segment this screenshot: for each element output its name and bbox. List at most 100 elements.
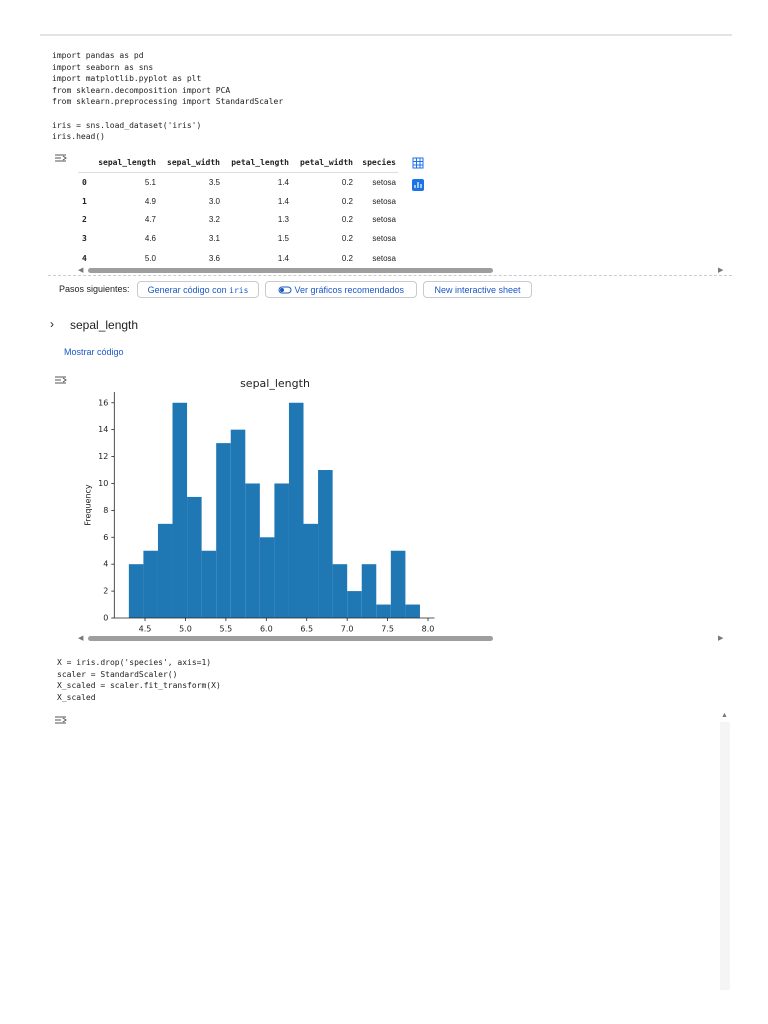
code-line: X_scaled [57, 692, 96, 702]
histogram-chart: sepal_length Frequency 0 2 4 6 8 10 12 14 16 4.5 5.0… [84, 377, 435, 634]
bar [128, 564, 144, 618]
table-cell: 3.5 [208, 178, 220, 187]
x-tick-label: 5.5 [220, 625, 233, 634]
scroll-arrow[interactable]: ◀ [78, 267, 84, 274]
code-cell[interactable]: import pandas as pd import seaborn as sns… [52, 50, 283, 143]
table-cell: 3.1 [208, 234, 220, 243]
y-tick-label: 12 [98, 452, 108, 461]
table-cell: 0.2 [341, 178, 353, 187]
table-cell: 1.4 [277, 178, 289, 187]
table-icon[interactable] [412, 157, 424, 169]
bar [361, 564, 377, 618]
table-cell: 1.5 [277, 234, 289, 243]
output-icon[interactable] [54, 153, 68, 163]
code-line: import pandas as pd [52, 51, 144, 60]
x-tick-label: 7.0 [341, 625, 354, 634]
row-index: 3 [82, 234, 87, 243]
scroll-arrow[interactable]: ▶ [718, 635, 724, 642]
code-cell[interactable]: X = iris.drop('species', axis=1) scaler =… [57, 657, 221, 703]
section-toggle[interactable]: › [50, 317, 54, 331]
row-index: 1 [82, 197, 87, 206]
chart-icon[interactable] [412, 179, 424, 191]
bar [376, 604, 391, 618]
header-rule [78, 172, 398, 173]
bar [288, 402, 304, 618]
bar [332, 564, 348, 618]
scrollbar[interactable] [88, 268, 493, 273]
column-header: sepal_width [167, 158, 220, 167]
code-line: import seaborn as sns [52, 62, 154, 72]
table-cell: 5.0 [144, 254, 156, 263]
row-index: 4 [82, 254, 87, 263]
x-tick-label: 8.0 [422, 625, 435, 634]
x-tick-label: 4.5 [139, 625, 152, 634]
button[interactable]: New interactive sheet [423, 281, 532, 298]
table-cell: 1.3 [277, 215, 289, 224]
table-cell: 0.2 [341, 254, 353, 263]
bar [245, 483, 260, 618]
bar [157, 523, 173, 618]
table-cell: 3.0 [208, 197, 220, 206]
vertical-scrollbar[interactable] [720, 722, 730, 990]
toggle-icon [278, 286, 292, 294]
table-cell: setosa [372, 254, 396, 263]
bar [405, 604, 420, 618]
table-cell: 4.7 [144, 215, 156, 224]
section-title: sepal_length [70, 318, 139, 332]
y-tick-label: 10 [98, 479, 108, 488]
divider [48, 275, 732, 276]
y-tick-label: 16 [98, 398, 108, 407]
table-cell: 1.4 [277, 254, 289, 263]
column-header: species [362, 158, 396, 167]
cell-border [40, 34, 732, 36]
y-tick-label: 2 [103, 587, 108, 596]
button-code: iris [229, 286, 249, 295]
chart-title: sepal_length [240, 377, 310, 390]
output-icon[interactable] [54, 715, 68, 725]
bar [230, 429, 246, 618]
row-index: 0 [82, 178, 87, 187]
scroll-arrow[interactable]: ▶ [718, 267, 724, 274]
show-code-link[interactable]: Mostrar código [64, 347, 124, 357]
table-cell: 5.1 [144, 178, 156, 187]
button-text: Generar código con [147, 285, 227, 295]
next-steps-label: Pasos siguientes: [59, 284, 130, 294]
bar [303, 523, 319, 618]
y-tick-label: 8 [103, 506, 108, 515]
code-line: from sklearn.decomposition import PCA [52, 85, 231, 95]
table-cell: 3.2 [208, 215, 220, 224]
table-cell: 0.2 [341, 215, 353, 224]
table-cell: 4.9 [144, 197, 156, 206]
scroll-arrow[interactable]: ◀ [78, 635, 84, 642]
y-tick-label: 0 [103, 614, 108, 623]
scroll-arrow[interactable]: ▲ [721, 712, 728, 719]
table-cell: setosa [372, 234, 396, 243]
column-header: petal_length [231, 158, 289, 167]
bar [143, 550, 158, 618]
code-line: iris = sns.load_dataset('iris') [52, 120, 202, 130]
x-tick-label: 5.0 [179, 625, 192, 634]
table-cell: 3.6 [208, 254, 220, 263]
output-icon[interactable] [54, 375, 68, 385]
bar [187, 496, 202, 618]
y-tick-label: 14 [98, 425, 108, 434]
bar [172, 402, 188, 618]
table-cell: 4.6 [144, 234, 156, 243]
x-tick-label: 6.0 [260, 625, 273, 634]
table-cell: 0.2 [341, 197, 353, 206]
y-tick-label: 4 [103, 560, 108, 569]
button-text: Ver gráficos recomendados [294, 285, 405, 295]
table-cell: 1.4 [277, 197, 289, 206]
scrollbar[interactable] [88, 636, 493, 641]
button[interactable]: Generar código con iris [137, 281, 259, 298]
bar [216, 443, 231, 618]
bar [347, 591, 362, 618]
column-header: sepal_length [98, 158, 156, 167]
x-tick-label: 6.5 [300, 625, 313, 634]
bar [259, 537, 275, 618]
button[interactable]: Ver gráficos recomendados [265, 281, 417, 298]
table-cell: 0.2 [341, 234, 353, 243]
column-header: petal_width [300, 158, 353, 167]
row-index: 2 [82, 215, 87, 224]
